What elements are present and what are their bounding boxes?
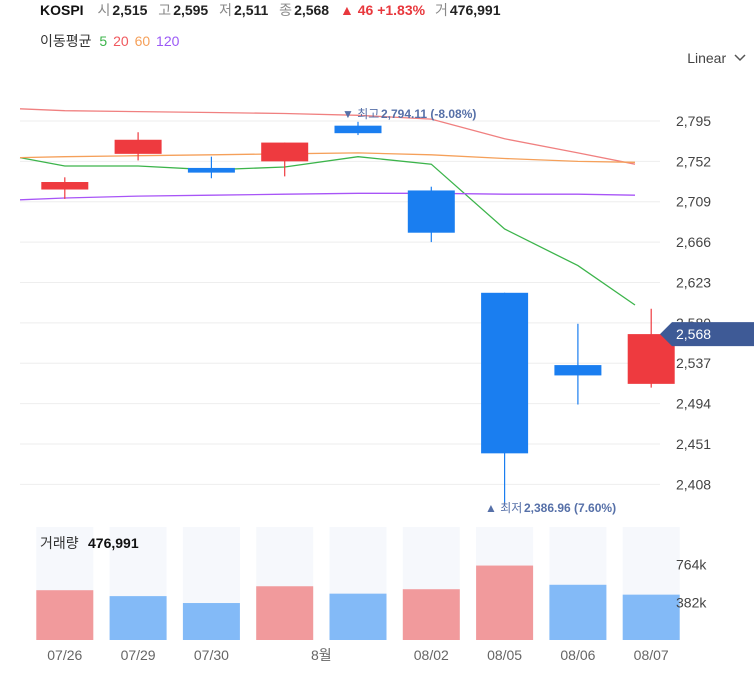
volume-bar[interactable] [109,596,167,640]
y-tick-label: 2,752 [676,153,711,169]
x-tick-label: 07/29 [121,647,156,663]
volume-bar[interactable] [256,586,314,640]
y-tick-label: 2,795 [676,113,711,129]
candle-body[interactable] [187,167,235,173]
moving-average-legend: 이동평균 5 20 60 120 [40,31,183,51]
volume-bar[interactable] [329,593,387,640]
volume-label: 거 [434,2,448,18]
x-tick-label: 08/05 [487,647,522,663]
low-label: 저 [219,2,233,18]
y-tick-label: 2,623 [676,274,711,290]
quote-header: KOSPI 시 2,515 고 2,595 저 2,511 종 2,568 ▲ 46 +… [40,0,507,18]
close-label: 종 [279,2,293,18]
x-tick-label: 08/07 [634,647,669,663]
open-label: 시 [97,2,111,18]
candle-body[interactable] [41,182,89,190]
candle-body[interactable] [554,365,602,376]
symbol: KOSPI [40,2,84,18]
low-annotation-prefix: ▲ 최저 [485,501,522,515]
x-tick-label: 07/26 [47,647,82,663]
ma-line-5 [19,156,636,306]
scale-toggle-button[interactable]: Linear [687,50,746,66]
candle-body[interactable] [627,334,675,384]
volume-value: 476,991 [449,2,501,18]
low-value: 2,511 [234,2,269,18]
x-tick-label: 8월 [311,647,332,663]
volume-bar[interactable] [402,589,460,640]
volume-tick-label: 382k [676,594,707,610]
y-tick-label: 2,537 [676,355,711,371]
ma-legend-120[interactable]: 120 [156,33,180,49]
y-tick-label: 2,709 [676,194,711,210]
candle-body[interactable] [261,142,309,162]
ma-legend-20[interactable]: 20 [113,33,129,49]
chevron-down-icon [734,54,746,62]
y-tick-label: 2,408 [676,476,711,492]
volume-bar[interactable] [549,584,607,640]
open-value: 2,515 [112,2,148,18]
current-price-label: 2,568 [676,326,711,342]
ma-legend-title: 이동평균 [40,33,92,49]
x-tick-label: 08/02 [414,647,449,663]
volume-bar[interactable] [622,594,680,640]
x-tick-label: 07/30 [194,647,229,663]
scale-toggle-label: Linear [687,50,727,66]
current-price-tag-shape [660,322,754,347]
change-value: ▲ 46 +1.83% [340,2,426,18]
current-price-tag: 2,568 [660,322,754,347]
high-annotation: 2,794.11 (-8.08%) [381,107,476,121]
ma-legend-5[interactable]: 5 [99,33,108,49]
volume-tick-label: 764k [676,557,707,573]
volume-bar[interactable] [182,603,240,640]
candle-body[interactable] [481,292,529,454]
volume-title: 거래량 [40,535,79,551]
volume-bar[interactable] [36,590,94,640]
volume-title-value: 476,991 [88,535,139,551]
ma-line-60 [19,152,636,163]
high-label: 고 [158,2,172,18]
candle-body[interactable] [114,139,162,154]
ma-line-120 [19,192,636,201]
ma-line-20 [19,108,636,165]
y-tick-label: 2,451 [676,436,711,452]
low-annotation: 2,386.96 (7.60%) [524,501,616,515]
candle-body[interactable] [334,125,382,134]
candle-body[interactable] [407,190,455,233]
high-annotation-prefix: ▼ 최고 [342,107,379,121]
high-value: 2,595 [173,2,209,18]
y-tick-label: 2,494 [676,396,711,412]
volume-bar[interactable] [476,565,534,640]
x-tick-label: 08/06 [560,647,595,663]
close-value: 2,568 [294,2,330,18]
ma-legend-60[interactable]: 60 [134,33,151,49]
y-tick-label: 2,666 [676,234,711,250]
